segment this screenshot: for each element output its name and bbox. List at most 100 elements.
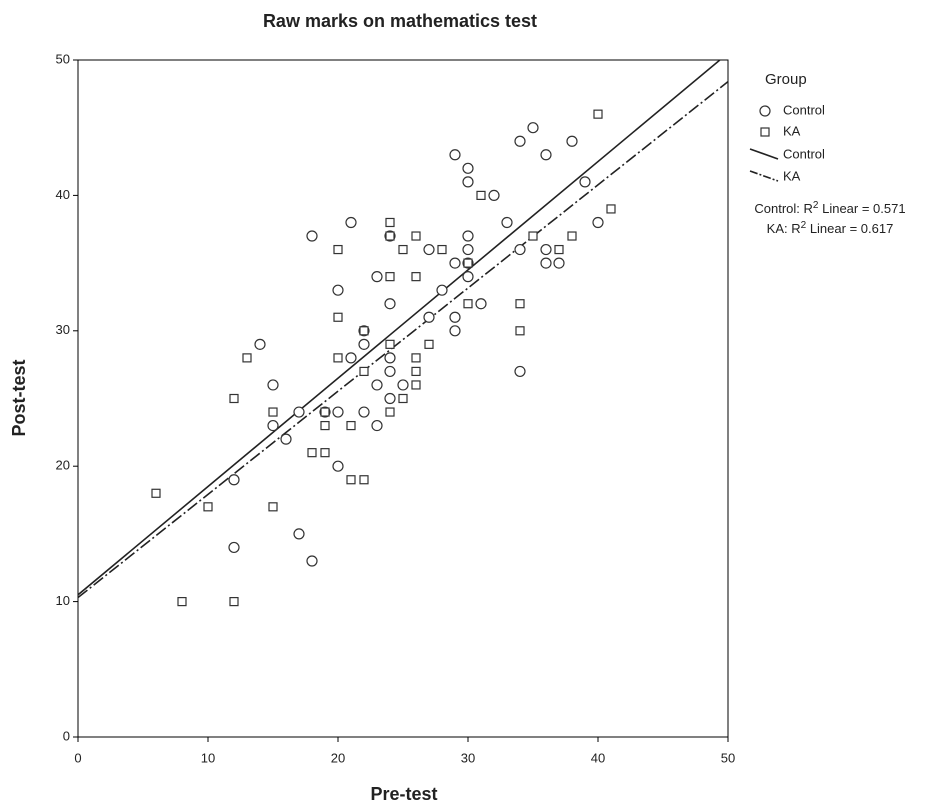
point [475, 298, 487, 310]
y-tick-label: 10 [56, 593, 70, 608]
point [293, 528, 305, 540]
point [320, 420, 330, 431]
point [332, 284, 344, 296]
point [540, 149, 552, 161]
point [528, 231, 538, 241]
y-tick-label: 50 [56, 51, 70, 66]
point [449, 311, 461, 323]
fit-lines [78, 60, 728, 599]
point [267, 379, 279, 391]
point [411, 366, 421, 377]
point [411, 272, 421, 282]
point [397, 379, 409, 391]
point [579, 176, 591, 188]
point [293, 406, 305, 418]
annotation: Control: R2 Linear = 0.571 [754, 200, 905, 217]
plot-frame [77, 59, 729, 738]
x-tick-label: 30 [461, 750, 475, 765]
legend-label: KA [783, 123, 801, 138]
point [346, 475, 356, 485]
point [385, 339, 395, 349]
point [514, 365, 526, 378]
point [385, 231, 395, 241]
point [488, 189, 500, 201]
annotation-part: KA: R [767, 221, 801, 236]
point [371, 379, 383, 391]
annotation-part: Control: R [754, 201, 813, 216]
legend-line [749, 148, 779, 160]
point [411, 353, 421, 363]
point [540, 243, 552, 256]
point [554, 244, 564, 255]
point [384, 365, 396, 378]
point [332, 460, 344, 472]
fit-line [78, 81, 728, 599]
point [177, 596, 187, 607]
point [242, 353, 252, 363]
y-tick-label: 40 [56, 187, 70, 202]
point [515, 299, 525, 309]
x-tick-label: 0 [74, 750, 81, 765]
point [462, 230, 474, 242]
point [476, 190, 486, 200]
point [449, 325, 461, 337]
legend-marker [760, 127, 770, 137]
point [254, 338, 266, 350]
point [463, 258, 473, 268]
point [385, 217, 395, 228]
point [553, 257, 565, 269]
point [398, 244, 408, 255]
legend-label: Control [783, 146, 825, 161]
point [359, 366, 369, 377]
point [333, 312, 343, 322]
point [333, 353, 343, 363]
point [462, 243, 474, 256]
point [437, 244, 447, 255]
point [267, 419, 279, 432]
point [358, 338, 370, 350]
point [514, 243, 526, 256]
annotation: KA: R2 Linear = 0.617 [767, 220, 894, 237]
point [566, 135, 578, 147]
point [306, 230, 318, 242]
point [436, 284, 448, 296]
point [606, 204, 616, 214]
point [540, 257, 552, 269]
point [371, 271, 383, 283]
point [501, 216, 513, 229]
point [268, 407, 278, 417]
legend-label: Control [783, 102, 825, 117]
y-tick-label: 20 [56, 458, 70, 473]
point [423, 311, 435, 323]
point [515, 326, 525, 336]
y-tick-label: 0 [63, 728, 70, 743]
point [592, 216, 604, 229]
legend-line [749, 170, 779, 182]
point [384, 298, 396, 310]
point [320, 448, 330, 458]
annotation-part: Linear = 0.571 [818, 201, 905, 216]
point [332, 406, 344, 418]
y-axis-label: Post-test [9, 359, 29, 436]
point [462, 271, 474, 283]
point [346, 420, 356, 431]
point [229, 596, 239, 607]
point [462, 176, 474, 188]
annotation-part: 2 [801, 220, 807, 231]
point [307, 448, 317, 458]
point [385, 272, 395, 282]
point [320, 407, 330, 417]
point [593, 109, 603, 119]
legend-marker [759, 105, 771, 117]
point [306, 555, 318, 567]
point [359, 475, 369, 485]
point [398, 393, 408, 404]
point [423, 243, 435, 256]
point [280, 433, 292, 445]
point [449, 149, 461, 161]
point [358, 406, 370, 418]
point [462, 162, 474, 174]
point [345, 352, 357, 364]
point [411, 380, 421, 390]
